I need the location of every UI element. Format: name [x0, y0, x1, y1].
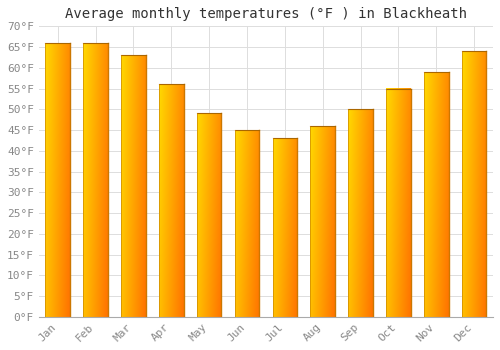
Title: Average monthly temperatures (°F ) in Blackheath: Average monthly temperatures (°F ) in Bl… — [65, 7, 467, 21]
